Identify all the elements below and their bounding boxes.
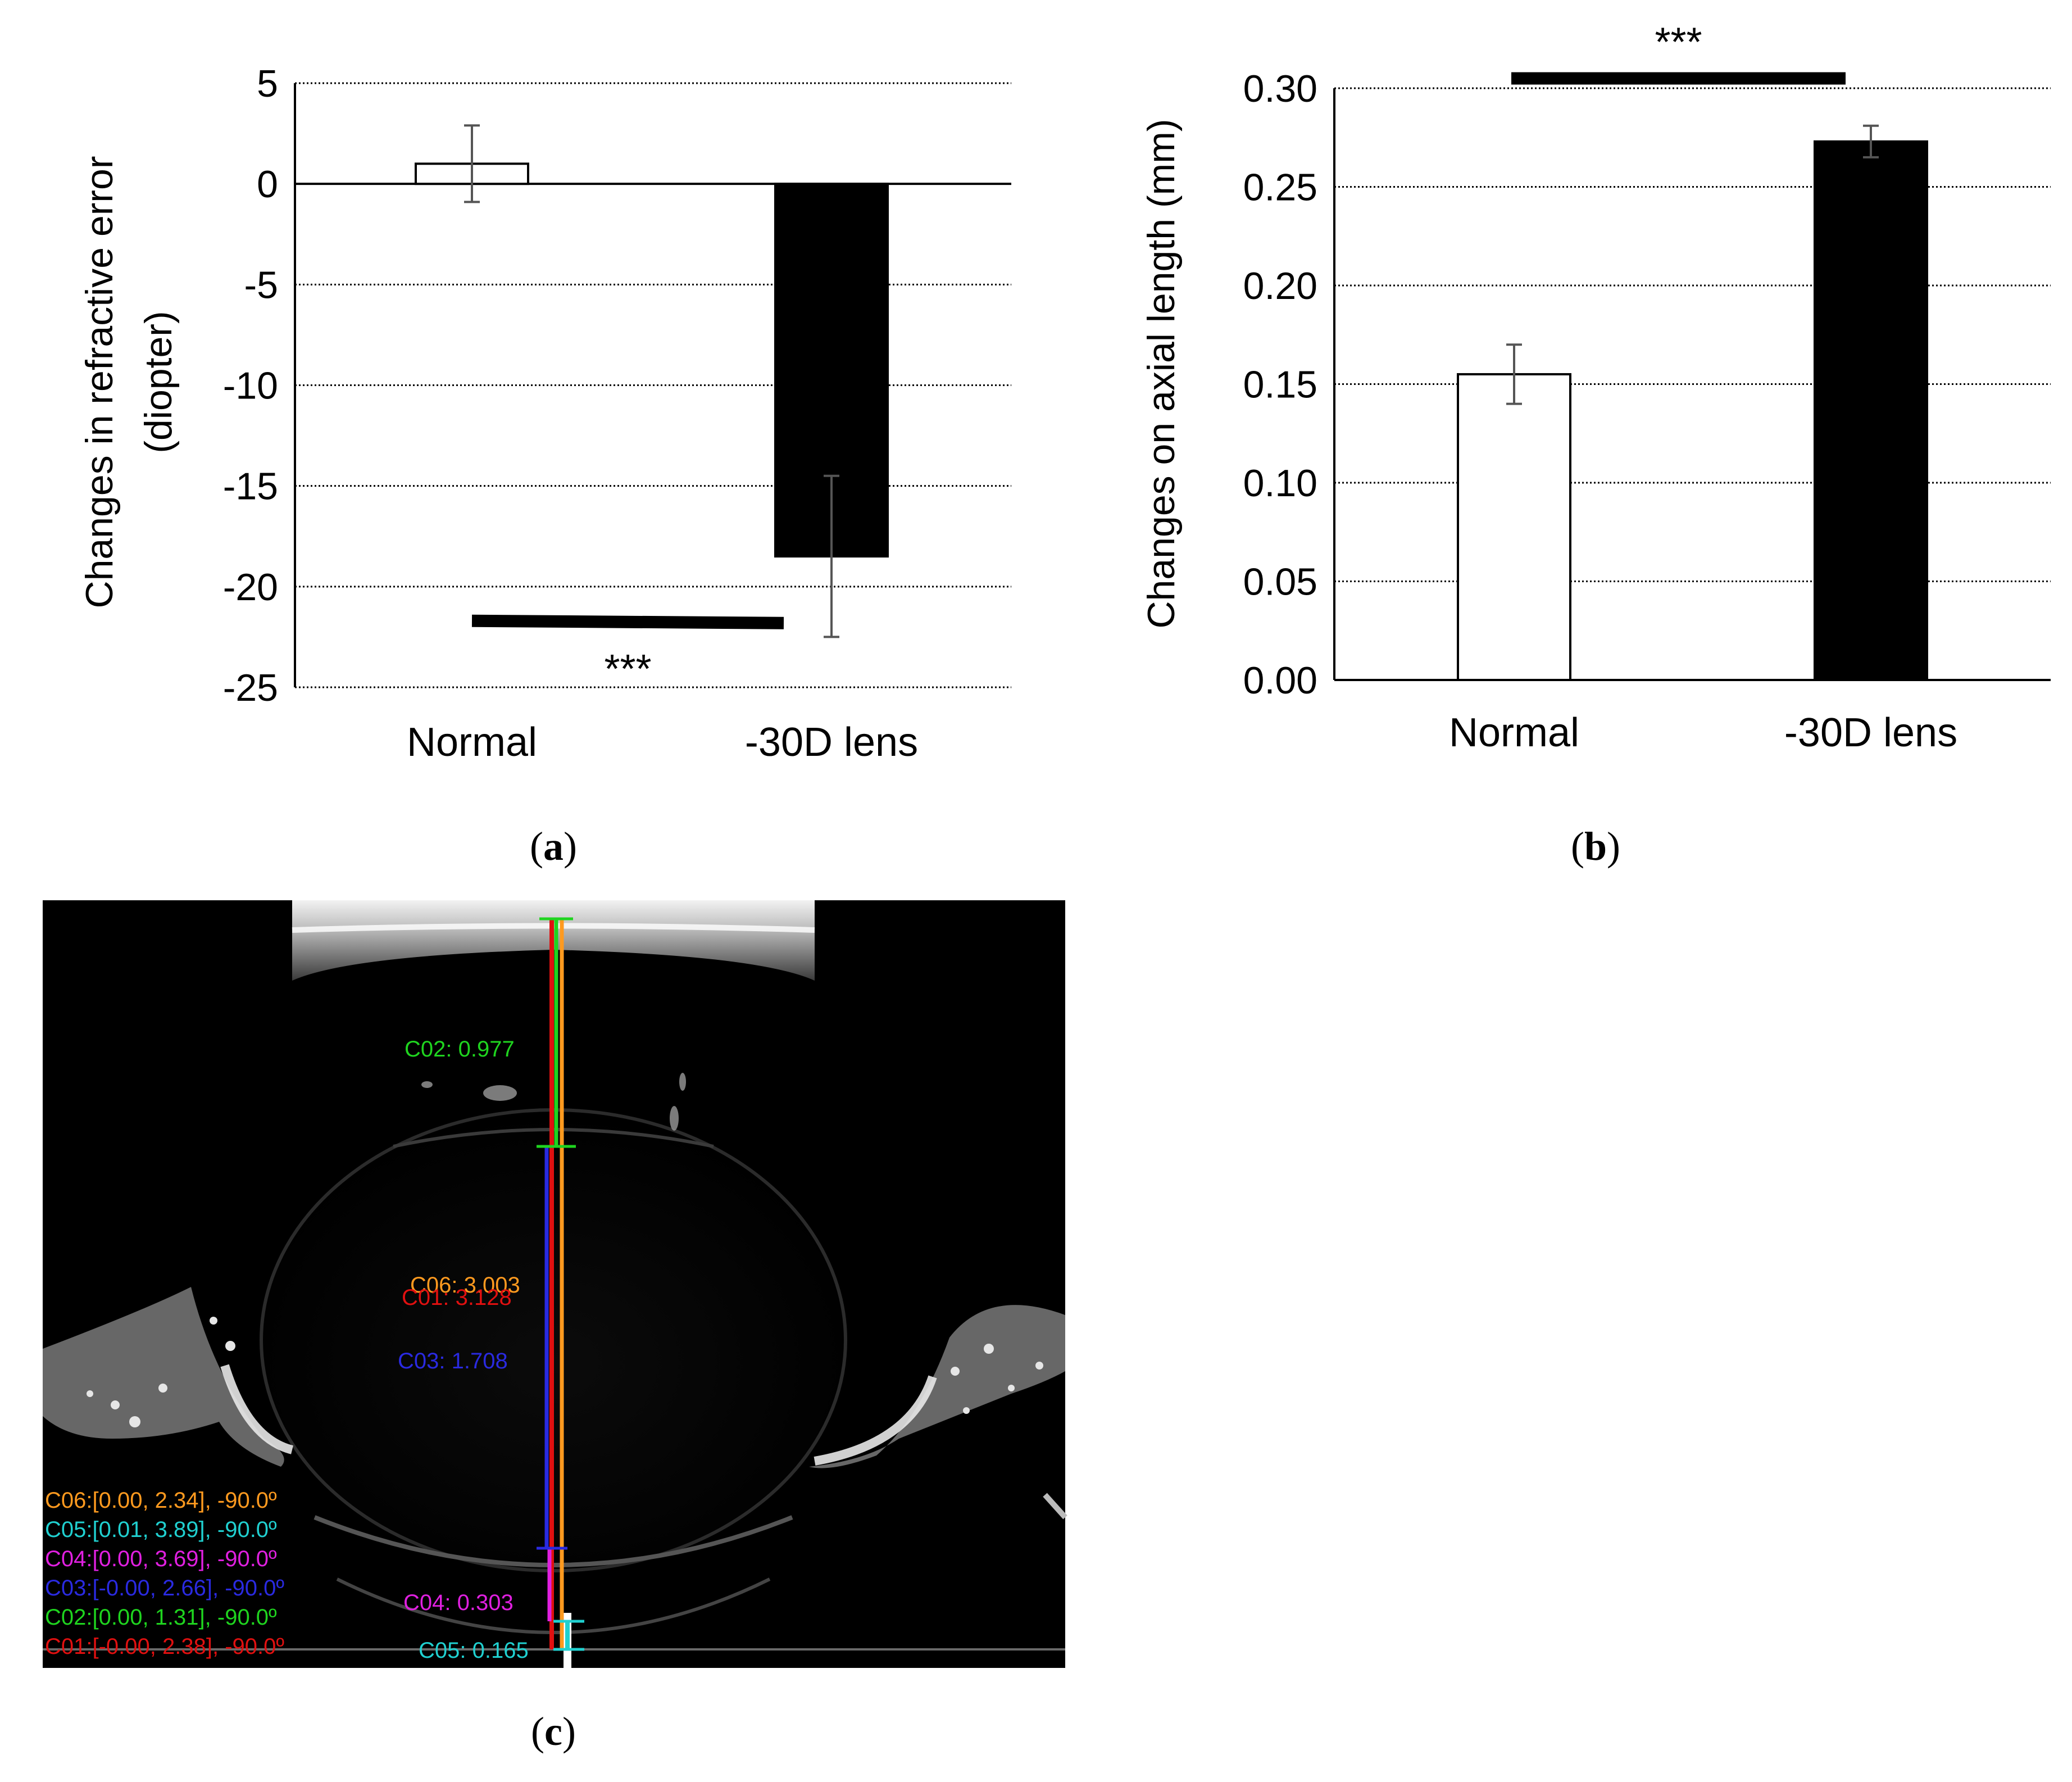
y-axis-label-line1: Changes in refractive error — [78, 156, 121, 608]
error-bar — [1506, 343, 1522, 405]
category-label: Normal — [1449, 710, 1579, 755]
category-label: -30D lens — [1784, 710, 1957, 755]
panel-label-a: (a) — [530, 824, 577, 869]
measure-label-c06: C06: 3.003 — [410, 1273, 520, 1298]
measure-label-c04: C04: 0.303 — [403, 1590, 514, 1615]
category-labels: Normal -30D lens — [407, 720, 918, 765]
y-tick-label: 5 — [257, 62, 278, 105]
coordinate-legend: C06:[0.00, 2.34], -90.0º C05:[0.01, 3.89]… — [45, 1488, 284, 1659]
error-bar — [464, 124, 480, 203]
y-axis-label: Changes on axial length (mm) — [1140, 119, 1183, 628]
significance-stars: *** — [1655, 20, 1702, 65]
y-tick-label: 0.30 — [1243, 67, 1317, 110]
category-label: -30D lens — [745, 720, 918, 765]
error-bar — [1863, 124, 1879, 158]
gridlines — [294, 82, 1011, 688]
bars — [415, 162, 889, 558]
y-tick-label: 0.10 — [1243, 462, 1317, 505]
measure-label-c03: C03: 1.708 — [398, 1349, 508, 1373]
bar-normal — [1457, 373, 1571, 681]
legend-entry: C04:[0.00, 3.69], -90.0º — [45, 1547, 277, 1571]
panel-label-b: (b) — [1571, 824, 1620, 869]
y-tick-label: 0.00 — [1243, 659, 1317, 702]
legend-entry: C06:[0.00, 2.34], -90.0º — [45, 1488, 277, 1513]
error-bars — [1506, 124, 1879, 405]
category-label: Normal — [407, 720, 537, 765]
y-tick-label: -5 — [244, 264, 278, 306]
iris-left — [43, 1287, 284, 1467]
y-tick-label: 0.15 — [1243, 364, 1317, 406]
y-tick-label: -10 — [223, 365, 278, 407]
y-tick-label: 0.05 — [1243, 561, 1317, 604]
error-bar — [824, 474, 839, 638]
iris-right — [809, 1305, 1065, 1468]
bars — [1457, 140, 1928, 681]
chart-axial-length: 0.00 0.05 0.10 0.15 0.20 0.25 0.30 Normal -30D … — [1140, 20, 2051, 755]
y-tick-label: -20 — [223, 566, 278, 609]
legend-entry: C02:[0.00, 1.31], -90.0º — [45, 1605, 277, 1630]
y-axis-label-line2: (diopter) — [137, 311, 180, 453]
y-tick-label: -25 — [223, 666, 278, 709]
y-tick-label: -15 — [223, 465, 278, 508]
significance-marker: *** — [1511, 20, 1846, 85]
measure-label-c01: C01: 3.128 — [402, 1285, 512, 1310]
measure-label-c02: C02: 0.977 — [405, 1037, 515, 1062]
y-tick-labels: 5 0 -5 -10 -15 -20 -25 — [223, 62, 278, 709]
significance-bar — [471, 614, 784, 629]
bar-lens — [1814, 140, 1928, 681]
y-tick-label: 0 — [257, 163, 278, 206]
category-labels: Normal -30D lens — [1449, 710, 1957, 755]
y-tick-labels: 0.00 0.05 0.10 0.15 0.20 0.25 0.30 — [1243, 67, 1317, 702]
measurement-lines — [537, 917, 584, 1651]
y-tick-label: 0.25 — [1243, 166, 1317, 209]
legend-entry: C05:[0.01, 3.89], -90.0º — [45, 1517, 277, 1542]
panel-label-c: (c) — [531, 1709, 576, 1754]
gridlines — [1333, 87, 2051, 681]
error-bars — [464, 124, 839, 638]
y-tick-label: 0.20 — [1243, 265, 1317, 307]
chart-refractive-error: 5 0 -5 -10 -15 -20 -25 Normal -30D lens *** Cha… — [78, 62, 1011, 765]
legend-entry: C01:[-0.00, 2.38], -90.0º — [45, 1634, 284, 1659]
significance-marker: *** — [471, 614, 784, 692]
measure-label-c05: C05: 0.165 — [419, 1638, 529, 1663]
significance-stars: *** — [604, 647, 651, 692]
legend-entry: C03:[-0.00, 2.66], -90.0º — [45, 1576, 284, 1600]
